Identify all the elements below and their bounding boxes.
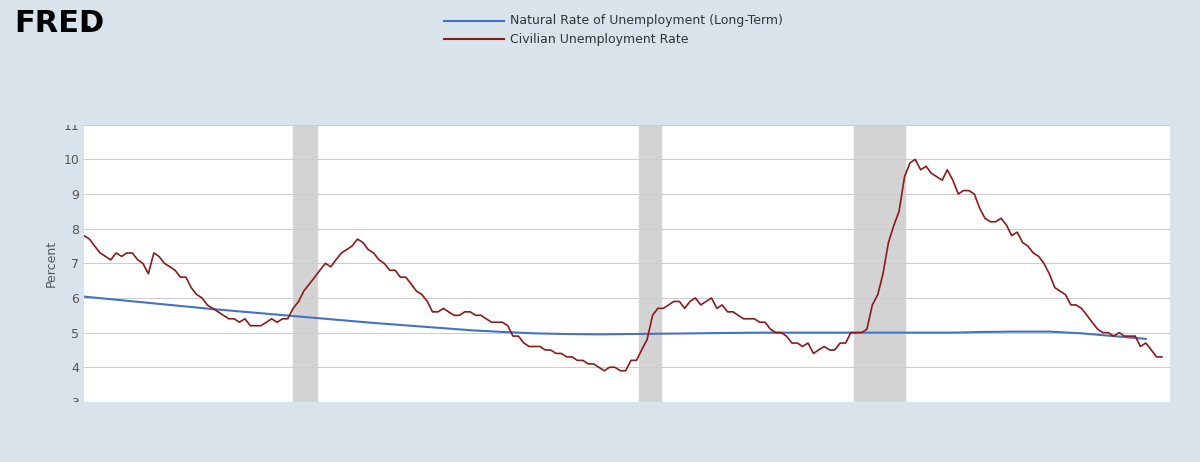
Text: Civilian Unemployment Rate: Civilian Unemployment Rate <box>510 33 689 46</box>
Text: Natural Rate of Unemployment (Long-Term): Natural Rate of Unemployment (Long-Term) <box>510 14 782 27</box>
Y-axis label: Percent: Percent <box>44 240 58 287</box>
Bar <box>293 125 317 402</box>
Text: myf.red/g/dCiD: myf.red/g/dCiD <box>1108 437 1186 447</box>
Text: Sources: BLS, CBO
fred.stlouisfed.org: Sources: BLS, CBO fred.stlouisfed.org <box>14 437 112 458</box>
Text: .: . <box>82 9 94 38</box>
Bar <box>853 125 905 402</box>
Bar <box>640 125 661 402</box>
Text: FRED: FRED <box>14 9 104 38</box>
